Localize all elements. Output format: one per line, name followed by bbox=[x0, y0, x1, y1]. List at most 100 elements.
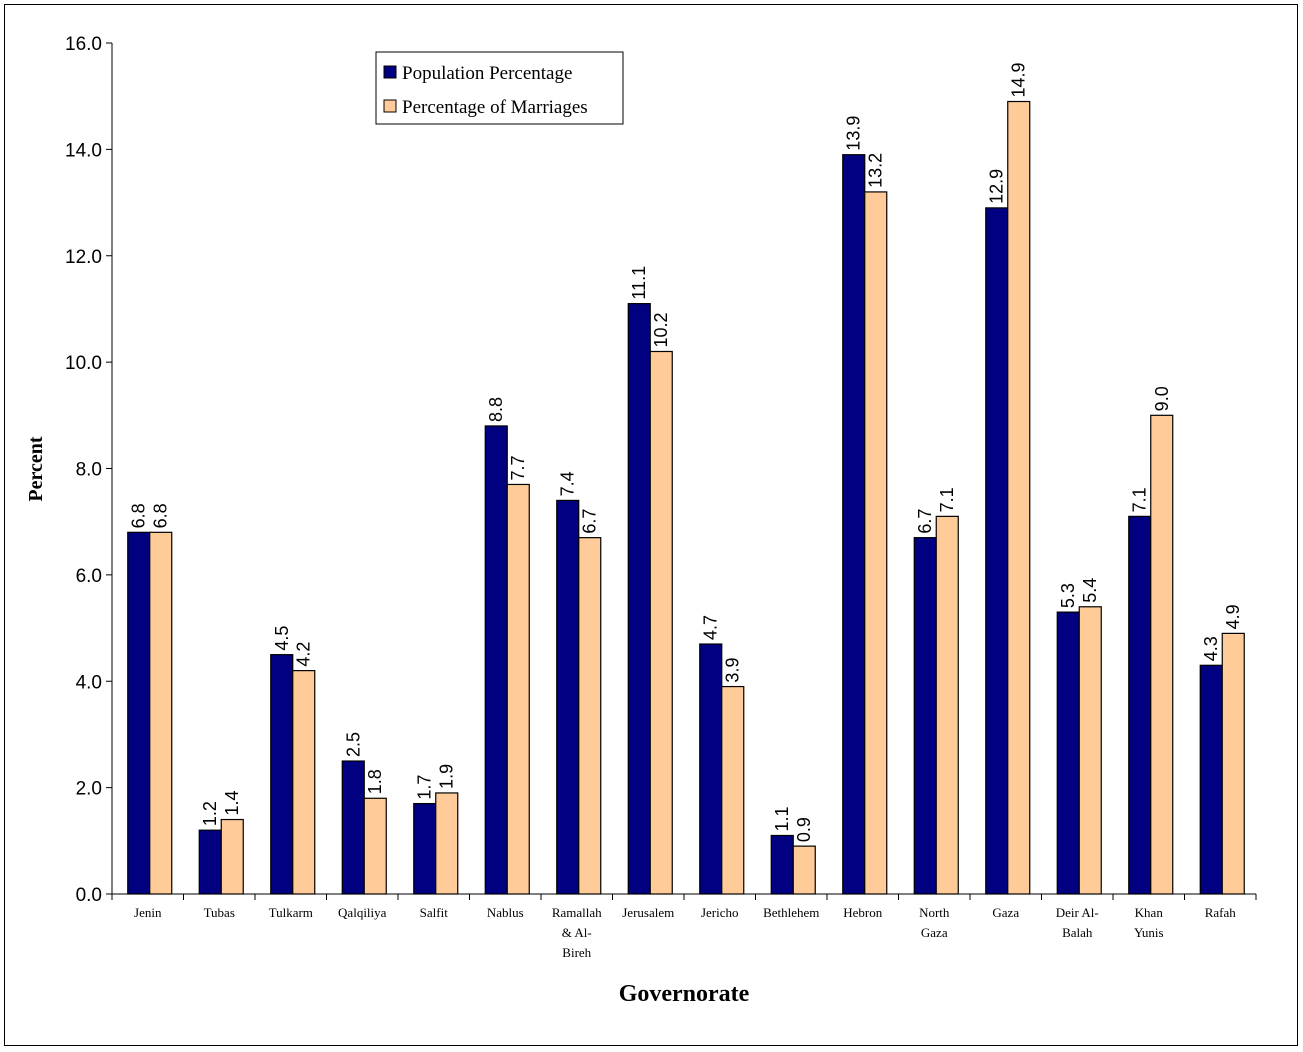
data-label: 5.4 bbox=[1080, 578, 1100, 603]
y-tick-label: 10.0 bbox=[65, 353, 102, 374]
bars bbox=[127, 100, 1245, 895]
legend-label-population: Population Percentage bbox=[402, 63, 572, 84]
x-tick-label: Tubas bbox=[204, 905, 235, 920]
x-tick-label: Jerusalem bbox=[622, 905, 674, 920]
y-tick-label: 6.0 bbox=[76, 566, 102, 587]
bar-marriages bbox=[792, 845, 816, 895]
data-label: 4.9 bbox=[1223, 604, 1243, 629]
bar-population bbox=[1056, 611, 1080, 895]
x-tick-label: Balah bbox=[1062, 925, 1093, 940]
x-tick-label: Qalqiliya bbox=[338, 905, 387, 920]
bar-marriages bbox=[220, 818, 244, 895]
data-label: 4.3 bbox=[1201, 636, 1221, 661]
data-label: 6.7 bbox=[915, 509, 935, 534]
y-tick-label: 16.0 bbox=[65, 34, 102, 55]
bar-population bbox=[1128, 515, 1152, 895]
bar-marriages bbox=[1007, 100, 1031, 895]
y-tick-label: 12.0 bbox=[65, 247, 102, 268]
data-label: 4.7 bbox=[701, 615, 721, 640]
data-label: 2.5 bbox=[343, 732, 363, 757]
data-label: 4.5 bbox=[272, 626, 292, 651]
data-label: 14.9 bbox=[1009, 62, 1029, 97]
x-tick-label: Yunis bbox=[1134, 925, 1164, 940]
legend-label-marriages: Percentage of Marriages bbox=[402, 97, 588, 118]
bar-marriages bbox=[935, 515, 959, 895]
bar-population bbox=[198, 829, 222, 895]
x-tick-label: North bbox=[919, 905, 950, 920]
data-label: 1.4 bbox=[222, 791, 242, 816]
bar-marriages bbox=[292, 670, 316, 895]
y-tick-label: 14.0 bbox=[65, 140, 102, 161]
data-label: 1.7 bbox=[415, 775, 435, 800]
y-tick-label: 8.0 bbox=[76, 460, 102, 481]
bar-marriages bbox=[149, 531, 173, 895]
x-tick-label: Ramallah bbox=[552, 905, 602, 920]
data-label: 6.8 bbox=[151, 503, 171, 528]
data-label: 6.7 bbox=[580, 509, 600, 534]
data-label: 0.9 bbox=[794, 817, 814, 842]
bar-population bbox=[699, 643, 723, 895]
bar-population bbox=[484, 425, 508, 895]
data-label: 3.9 bbox=[723, 658, 743, 683]
data-label: 1.1 bbox=[772, 806, 792, 831]
bar-marriages bbox=[363, 797, 387, 895]
bar-marriages bbox=[864, 191, 888, 895]
bar-population bbox=[270, 654, 294, 895]
data-labels: 6.8 1.2 4.5 2.5 1.7 8.8 7.4 11.1 4.7 1.1 13.9 6.7 12… bbox=[129, 62, 1244, 842]
legend: Population Percentage Percentage of Marr… bbox=[375, 51, 624, 125]
data-label: 1.2 bbox=[200, 801, 220, 826]
x-tick-label: Salfit bbox=[420, 905, 449, 920]
bar-marriages bbox=[506, 483, 530, 895]
bar-population bbox=[627, 303, 651, 895]
bar-marriages bbox=[721, 685, 745, 895]
data-label: 13.2 bbox=[866, 153, 886, 188]
x-tick-label: Jenin bbox=[134, 905, 162, 920]
data-label: 11.1 bbox=[629, 266, 649, 300]
bar-population bbox=[985, 207, 1009, 895]
bar-population bbox=[1199, 664, 1223, 895]
y-tick-label: 2.0 bbox=[76, 779, 102, 800]
x-tick-label: Deir Al- bbox=[1056, 905, 1099, 920]
bar-marriages bbox=[578, 537, 602, 895]
bar-population bbox=[556, 499, 580, 895]
x-tick-label: Hebron bbox=[843, 905, 882, 920]
x-tick-label: Gaza bbox=[921, 925, 948, 940]
bar-marriages bbox=[1221, 632, 1245, 895]
legend-swatch-population bbox=[383, 65, 397, 79]
data-label: 6.8 bbox=[129, 503, 149, 528]
x-tick-label: Rafah bbox=[1205, 905, 1237, 920]
bar-marriages bbox=[435, 792, 459, 895]
data-label: 13.9 bbox=[844, 116, 864, 151]
bar-marriages bbox=[649, 350, 673, 895]
x-axis-title: Governorate bbox=[619, 981, 750, 1007]
x-tick-label: Khan bbox=[1135, 905, 1164, 920]
bar-population bbox=[341, 760, 365, 895]
bar-population bbox=[127, 531, 151, 895]
bar-population bbox=[842, 154, 866, 895]
data-label: 7.1 bbox=[937, 487, 957, 512]
data-label: 1.9 bbox=[437, 764, 457, 789]
x-tick-label: Bethlehem bbox=[763, 905, 819, 920]
data-label: 10.2 bbox=[651, 312, 671, 347]
x-tick-label: Jericho bbox=[701, 905, 739, 920]
x-tick-label: & Al- bbox=[562, 925, 592, 940]
x-tick-label: Nablus bbox=[487, 905, 524, 920]
bar-marriages bbox=[1150, 414, 1174, 895]
x-tick-label: Tulkarm bbox=[269, 905, 313, 920]
bar-population bbox=[913, 537, 937, 895]
legend-box bbox=[375, 51, 624, 125]
data-label: 7.1 bbox=[1130, 487, 1150, 512]
x-tick-label: Gaza bbox=[992, 905, 1019, 920]
data-label: 5.3 bbox=[1058, 583, 1078, 608]
bar-population bbox=[770, 834, 794, 895]
data-label: 7.4 bbox=[558, 471, 578, 496]
data-label: 12.9 bbox=[987, 169, 1007, 204]
bar-marriages bbox=[1078, 606, 1102, 895]
x-tick-label: Bireh bbox=[562, 945, 591, 960]
data-label: 9.0 bbox=[1152, 386, 1172, 411]
data-label: 8.8 bbox=[486, 397, 506, 422]
bar-population bbox=[413, 802, 437, 895]
y-tick-label: 0.0 bbox=[76, 885, 102, 906]
data-label: 7.7 bbox=[508, 455, 528, 480]
